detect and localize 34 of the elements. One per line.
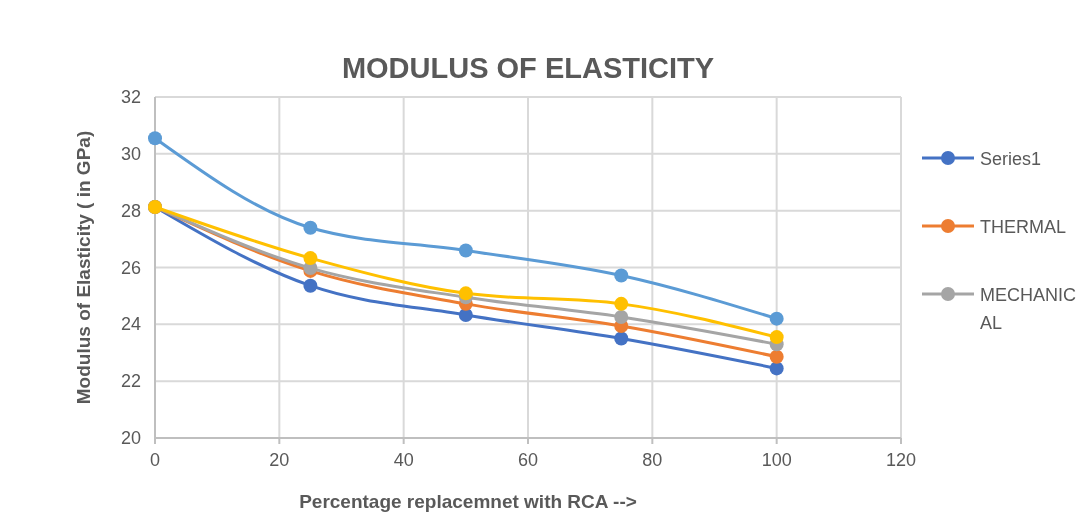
point <box>303 278 318 293</box>
x-tick-label: 0 <box>149 450 161 470</box>
point <box>303 251 318 266</box>
x-tick-label: 20 <box>269 450 290 470</box>
point <box>614 331 629 346</box>
y-tick-label: 26 <box>120 257 141 278</box>
legend-label: MECHANICAL <box>980 285 1077 333</box>
y-axis-title: Modulus of Elasticity ( in GPa) <box>73 130 94 405</box>
point <box>769 330 784 345</box>
legend-label: Series1 <box>980 149 1042 169</box>
x-tick-label: 80 <box>642 450 663 470</box>
point <box>458 286 473 301</box>
x-tick-label: 40 <box>393 450 414 470</box>
point <box>148 131 162 146</box>
point <box>769 361 784 376</box>
y-tick-label: 22 <box>120 371 141 392</box>
x-axis-title: Percentage replacemnet with RCA --> <box>299 491 637 512</box>
legend-label: THERMAL <box>980 217 1067 237</box>
y-tick-label: 30 <box>120 143 141 164</box>
x-tick-label: 100 <box>761 450 792 470</box>
x-tick-label: 60 <box>517 450 539 470</box>
y-tick-label: 20 <box>120 428 141 448</box>
point <box>769 311 784 326</box>
chart-title: MODULUS OF ELASTICITY <box>341 52 715 84</box>
point <box>458 243 473 258</box>
x-tick-label: 120 <box>885 450 917 470</box>
y-tick-label: 28 <box>120 200 141 221</box>
point <box>303 220 318 235</box>
point <box>614 268 629 283</box>
point <box>614 296 629 311</box>
y-tick-label: 24 <box>120 314 141 335</box>
point <box>769 349 784 364</box>
point <box>614 309 629 324</box>
y-tick-label: 32 <box>120 87 141 107</box>
